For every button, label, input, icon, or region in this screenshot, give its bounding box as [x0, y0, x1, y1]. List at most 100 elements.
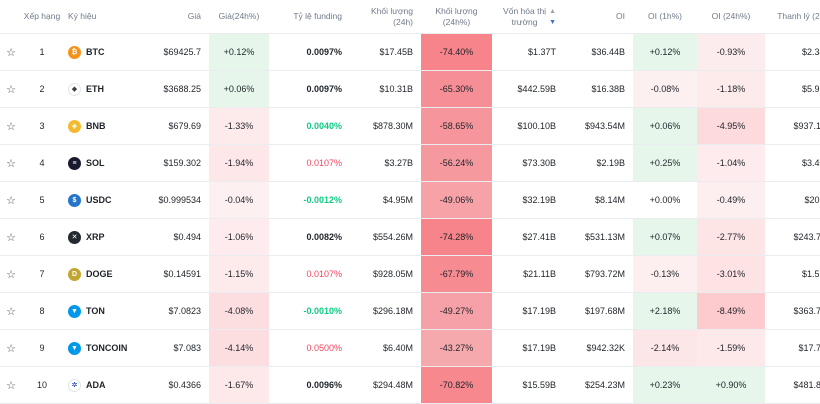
price-change-cell: -0.04% — [209, 181, 269, 219]
table-row[interactable]: ☆ 2 ◆ ETH $3688.25 +0.06% 0.0097% $10.31B -65.30… — [0, 70, 820, 108]
volume-cell: $554.26M — [350, 218, 421, 256]
volume-cell: $3.27B — [350, 144, 421, 182]
header-liquidation[interactable]: Thanh lý (24h) — [765, 0, 820, 34]
oi-cell: $2.19B — [564, 144, 633, 182]
usdc-icon: $ — [68, 193, 81, 207]
liquidation-cell: $1.52M — [765, 255, 820, 293]
table-row[interactable]: ☆ 5 $ USDC $0.999534 -0.04% -0.0012% $4.95M -49.… — [0, 181, 820, 219]
volume-cell: $878.30M — [350, 107, 421, 145]
table-row[interactable]: ☆ 7 D DOGE $0.14591 -1.15% 0.0107% $928.05M -67.… — [0, 255, 820, 293]
rank-cell: 6 — [22, 218, 62, 256]
table-row[interactable]: ☆ 6 ✕ XRP $0.494 -1.06% 0.0082% $554.26M -74.28%… — [0, 218, 820, 256]
oi-1h-cell: -0.08% — [633, 70, 697, 108]
favorite-star-icon[interactable]: ☆ — [0, 70, 22, 108]
coin-link[interactable]: ▼ TONCOIN — [68, 341, 134, 355]
favorite-star-icon[interactable]: ☆ — [0, 218, 22, 256]
liquidation-cell: $5.96M — [765, 70, 820, 108]
header-market-cap[interactable]: Vốn hóa thị trường ▲ ▼ — [492, 0, 564, 34]
coin-link[interactable]: $ USDC — [68, 193, 134, 207]
symbol-label: BTC — [86, 47, 105, 57]
coin-link[interactable]: ₿ BTC — [68, 45, 134, 59]
sort-icon[interactable]: ▲ ▼ — [549, 7, 556, 26]
favorite-star-icon[interactable]: ☆ — [0, 329, 22, 367]
star-icon[interactable]: ☆ — [6, 157, 16, 170]
market-cap-cell: $15.59B — [492, 366, 564, 404]
favorite-star-icon[interactable]: ☆ — [0, 181, 22, 219]
star-icon[interactable]: ☆ — [6, 231, 16, 244]
favorite-star-icon[interactable]: ☆ — [0, 366, 22, 404]
header-oi-24h[interactable]: OI (24h%) — [697, 0, 765, 34]
coin-link[interactable]: ▼ TON — [68, 304, 134, 318]
header-price-change[interactable]: Giá(24h%) — [209, 0, 269, 34]
volume-cell: $928.05M — [350, 255, 421, 293]
table-row[interactable]: ☆ 9 ▼ TONCOIN $7.083 -4.14% 0.0500% $6.40M -43.2… — [0, 329, 820, 367]
oi-24h-cell: +0.90% — [697, 366, 765, 404]
favorite-star-icon[interactable]: ☆ — [0, 33, 22, 71]
coin-link[interactable]: D DOGE — [68, 267, 134, 281]
header-oi-1h[interactable]: OI (1h%) — [633, 0, 697, 34]
table-row[interactable]: ☆ 4 ≡ SOL $159.302 -1.94% 0.0107% $3.27B -56.24%… — [0, 144, 820, 182]
rank-cell: 9 — [22, 329, 62, 367]
coin-link[interactable]: ◆ ETH — [68, 82, 134, 96]
symbol-cell: ✕ XRP — [62, 218, 142, 256]
oi-1h-cell: +0.07% — [633, 218, 697, 256]
table-row[interactable]: ☆ 10 ✲ ADA $0.4366 -1.67% 0.0096% $294.48M -70.8… — [0, 366, 820, 404]
favorite-star-icon[interactable]: ☆ — [0, 292, 22, 330]
header-symbol[interactable]: Ký hiệu — [62, 0, 142, 34]
volume-change-cell: -67.79% — [421, 255, 492, 293]
market-cap-cell: $21.11B — [492, 255, 564, 293]
volume-cell: $296.18M — [350, 292, 421, 330]
header-price[interactable]: Giá — [142, 0, 209, 34]
table-row[interactable]: ☆ 8 ▼ TON $7.0823 -4.08% -0.0010% $296.18M -49.2… — [0, 292, 820, 330]
symbol-label: SOL — [86, 158, 105, 168]
market-cap-cell: $27.41B — [492, 218, 564, 256]
star-icon[interactable]: ☆ — [6, 305, 16, 318]
coin-link[interactable]: ✲ ADA — [68, 378, 134, 392]
header-volume-change[interactable]: Khối lượng (24h%) — [421, 0, 492, 34]
oi-cell: $254.23M — [564, 366, 633, 404]
cardano-icon: ✲ — [68, 378, 81, 392]
funding-rate-cell: 0.0040% — [269, 107, 350, 145]
volume-change-cell: -74.28% — [421, 218, 492, 256]
star-icon[interactable]: ☆ — [6, 83, 16, 96]
favorite-star-icon[interactable]: ☆ — [0, 255, 22, 293]
star-icon[interactable]: ☆ — [6, 194, 16, 207]
coin-link[interactable]: ✕ XRP — [68, 230, 134, 244]
oi-1h-cell: +0.23% — [633, 366, 697, 404]
header-rank[interactable]: Xếp hạng — [22, 0, 62, 34]
favorite-star-icon[interactable]: ☆ — [0, 144, 22, 182]
coin-link[interactable]: ≡ SOL — [68, 156, 134, 170]
symbol-cell: ▼ TONCOIN — [62, 329, 142, 367]
price-change-cell: -1.67% — [209, 366, 269, 404]
table-row[interactable]: ☆ 1 ₿ BTC $69425.7 +0.12% 0.0097% $17.45B -74.40… — [0, 33, 820, 71]
liquidation-cell: $2.34M — [765, 33, 820, 71]
header-volume[interactable]: Khối lượng (24h) — [350, 0, 421, 34]
header-oi[interactable]: OI — [564, 0, 633, 34]
star-icon[interactable]: ☆ — [6, 379, 16, 392]
price-change-cell: +0.06% — [209, 70, 269, 108]
symbol-cell: D DOGE — [62, 255, 142, 293]
volume-cell: $10.31B — [350, 70, 421, 108]
rank-cell: 5 — [22, 181, 62, 219]
market-cap-cell: $17.19B — [492, 292, 564, 330]
volume-change-cell: -49.06% — [421, 181, 492, 219]
oi-cell: $942.32K — [564, 329, 633, 367]
symbol-label: TON — [86, 306, 105, 316]
star-icon[interactable]: ☆ — [6, 268, 16, 281]
coin-link[interactable]: ◈ BNB — [68, 119, 134, 133]
liquidation-cell: $17.79K — [765, 329, 820, 367]
header-funding-rate[interactable]: Tỷ lệ funding — [269, 0, 350, 34]
table-row[interactable]: ☆ 3 ◈ BNB $679.69 -1.33% 0.0040% $878.30M -58.65… — [0, 107, 820, 145]
favorite-star-icon[interactable]: ☆ — [0, 107, 22, 145]
star-icon[interactable]: ☆ — [6, 120, 16, 133]
symbol-cell: ◈ BNB — [62, 107, 142, 145]
star-icon[interactable]: ☆ — [6, 46, 16, 59]
oi-24h-cell: -0.93% — [697, 33, 765, 71]
volume-change-cell: -65.30% — [421, 70, 492, 108]
volume-cell: $17.45B — [350, 33, 421, 71]
price-change-cell: -1.06% — [209, 218, 269, 256]
star-icon[interactable]: ☆ — [6, 342, 16, 355]
market-cap-cell: $32.19B — [492, 181, 564, 219]
price-change-cell: -4.14% — [209, 329, 269, 367]
